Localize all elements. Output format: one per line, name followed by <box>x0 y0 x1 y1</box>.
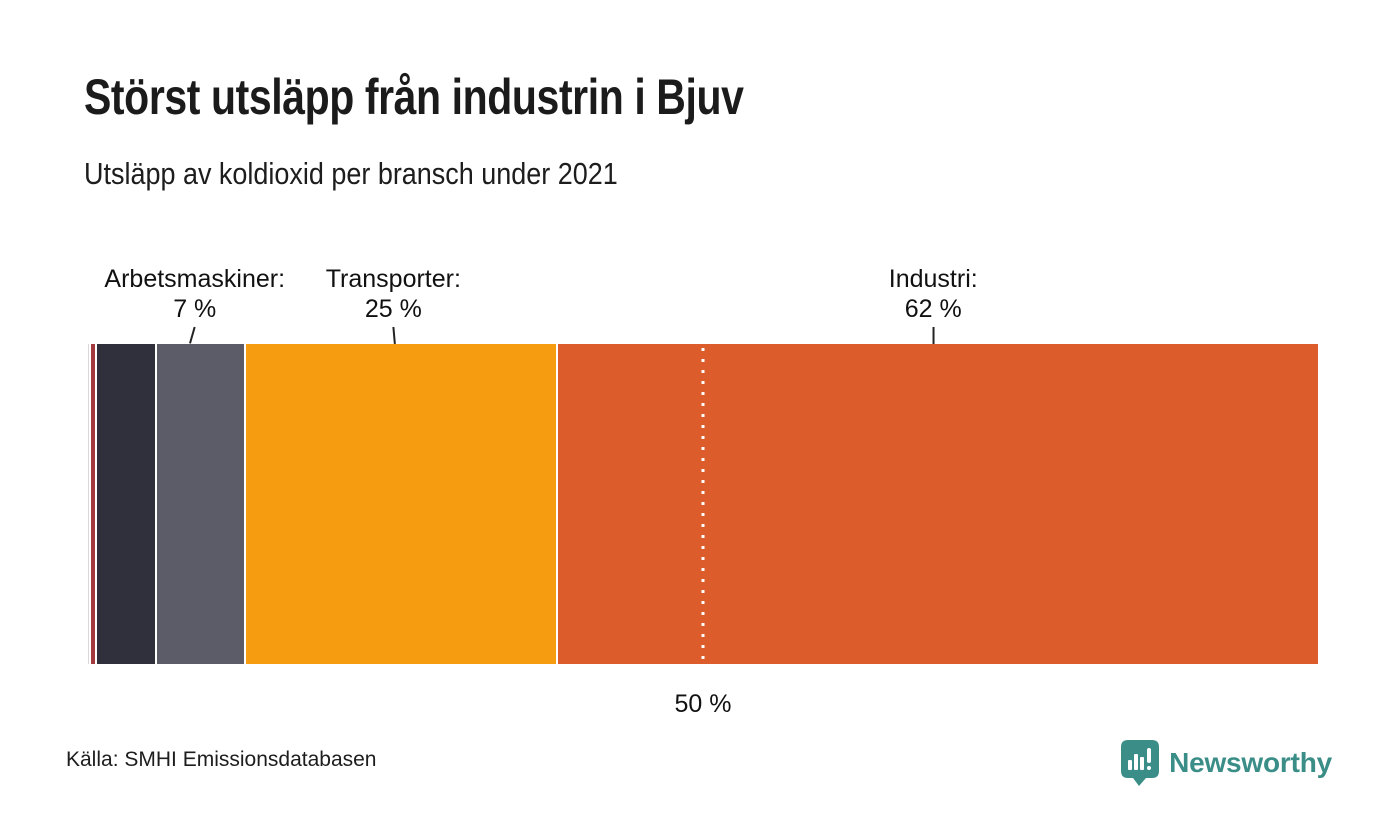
fifty-percent-reference-line <box>701 348 705 660</box>
leader-line <box>189 326 196 344</box>
segment-value-text: 25 % <box>364 294 422 323</box>
stacked-bar-chart <box>88 344 1318 664</box>
segment-annotations: Arbetsmaskiner: 7 % Transporter: 25 % Indust… <box>88 256 1318 345</box>
segment-name-text: Arbetsmaskiner: <box>104 265 286 293</box>
segment-label-industri: Industri: 62 % <box>889 265 978 344</box>
bar-segment-transporter <box>246 344 557 664</box>
bar-segment-arbetsmaskiner <box>157 344 245 664</box>
reference-label-row: 50 % <box>88 690 1318 724</box>
leader-line <box>932 327 935 344</box>
segment-label-arbetsmaskiner: Arbetsmaskiner: 7 % <box>104 265 285 344</box>
bar-segment <box>96 344 156 664</box>
newsworthy-wordmark: Newsworthy <box>1169 747 1332 778</box>
bar-segment-industri <box>558 344 1318 664</box>
segment-label-transporter: Transporter: 25 % <box>325 265 461 345</box>
chart-title: Störst utsläpp från industrin i Bjuv <box>84 69 744 125</box>
bar-segment <box>88 344 90 664</box>
chart-subtitle: Utsläpp av koldioxid per bransch under 2… <box>84 156 618 191</box>
newsworthy-pin-icon <box>1121 740 1160 786</box>
segment-value-text: 7 % <box>173 294 217 323</box>
segment-name-text: Transporter: <box>325 265 461 293</box>
leader-line <box>392 326 396 345</box>
segment-name-text: Industri: <box>888 265 978 293</box>
fifty-percent-label: 50 % <box>674 690 732 718</box>
source-note: Källa: SMHI Emissionsdatabasen <box>66 748 377 771</box>
newsworthy-logo: Newsworthy <box>1121 740 1332 786</box>
segment-value-text: 62 % <box>904 294 962 323</box>
bar-segment <box>91 344 95 664</box>
